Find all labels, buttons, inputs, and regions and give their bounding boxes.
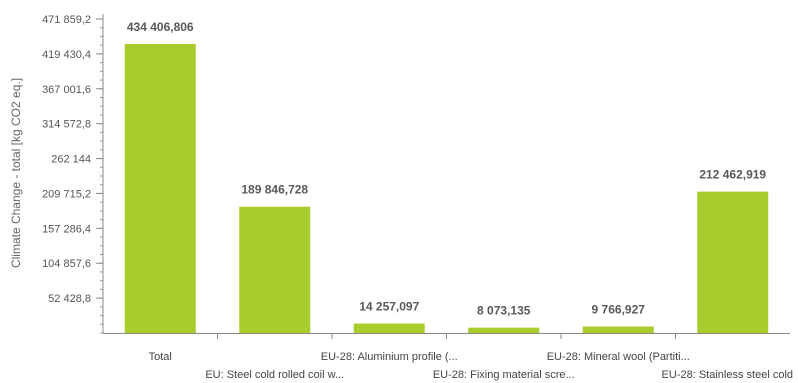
category-label: EU-28: Mineral wool (Partiti... xyxy=(547,351,690,363)
y-tick-label: 367 001,6 xyxy=(42,84,91,96)
y-tick-label: 104 857,6 xyxy=(42,258,91,270)
category-label: EU-28: Aluminium profile (... xyxy=(321,351,458,363)
y-tick-label: 262 144 xyxy=(51,154,91,166)
data-labels: 434 406,806 189 846,728 14 257,097 8 073,13… xyxy=(127,20,767,318)
y-tick-label: 52 428,8 xyxy=(48,293,91,305)
y-tick-label: 209 715,2 xyxy=(42,188,91,200)
y-axis-label: Climate Change - total [kg CO2 eq.] xyxy=(9,78,23,268)
y-axis: 52 428,8 104 857,6 157 286,4 209 715,2 262 1… xyxy=(42,14,104,334)
category-label: EU-28: Stainless steel cold xyxy=(662,369,793,381)
y-tick-label: 157 286,4 xyxy=(42,223,91,235)
bar xyxy=(239,206,311,333)
data-label: 434 406,806 xyxy=(127,20,194,34)
category-label: EU-28: Fixing material scre... xyxy=(433,369,575,381)
bars xyxy=(124,43,769,334)
category-label: EU: Steel cold rolled coil w... xyxy=(205,369,344,381)
data-label: 189 846,728 xyxy=(241,183,308,197)
category-labels: Total EU: Steel cold rolled coil w... EU-2… xyxy=(149,351,793,381)
data-label: 9 766,927 xyxy=(592,303,646,317)
data-label: 212 462,919 xyxy=(699,168,766,182)
data-label: 14 257,097 xyxy=(359,300,419,314)
x-axis xyxy=(103,333,790,339)
bar xyxy=(468,327,540,333)
bar xyxy=(124,43,196,334)
bar xyxy=(353,323,425,333)
y-tick-label: 314 572,8 xyxy=(42,119,91,131)
category-label: Total xyxy=(149,351,172,363)
y-tick-label: 471 859,2 xyxy=(42,14,91,26)
bar xyxy=(582,326,654,333)
y-tick-label: 419 430,4 xyxy=(42,49,91,61)
data-label: 8 073,135 xyxy=(477,304,531,318)
bar xyxy=(697,191,769,333)
